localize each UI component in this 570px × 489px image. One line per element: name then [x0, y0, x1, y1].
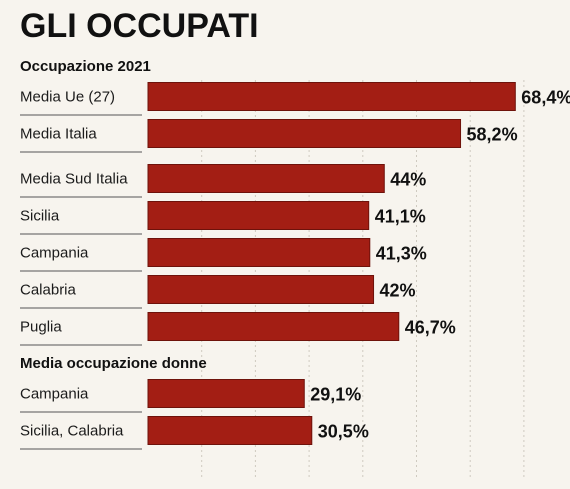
category-label: Media Ue (27) — [20, 89, 115, 106]
category-label: Sicilia, Calabria — [20, 423, 124, 440]
value-label: 42% — [380, 281, 416, 301]
section-heading: Media occupazione donne — [20, 355, 207, 372]
category-label: Media Sud Italia — [20, 171, 128, 188]
bar — [147, 82, 516, 111]
category-label: Campania — [20, 386, 89, 403]
value-label: 58,2% — [467, 125, 518, 145]
value-label: 30,5% — [318, 422, 369, 442]
bar — [147, 119, 462, 148]
value-label: 68,4% — [521, 88, 570, 108]
section-heading: Occupazione 2021 — [20, 58, 151, 75]
bar — [147, 164, 385, 193]
chart-title: GLI OCCUPATI — [20, 7, 259, 45]
bar — [147, 238, 371, 267]
value-label: 46,7% — [405, 318, 456, 338]
bar — [147, 201, 370, 230]
value-label: 41,3% — [376, 244, 427, 264]
category-label: Calabria — [20, 282, 77, 299]
category-label: Sicilia — [20, 208, 60, 225]
bar — [147, 275, 375, 304]
bar-rows: Occupazione 2021 Media Ue (27) 68,4% Media … — [20, 58, 570, 450]
category-label: Puglia — [20, 319, 62, 336]
value-label: 44% — [390, 170, 426, 190]
value-label: 29,1% — [310, 385, 361, 405]
value-label: 41,1% — [375, 207, 426, 227]
bar — [147, 312, 400, 341]
category-label: Campania — [20, 245, 89, 262]
bar — [147, 416, 313, 445]
category-label: Media Italia — [20, 126, 97, 143]
bar — [147, 379, 305, 408]
